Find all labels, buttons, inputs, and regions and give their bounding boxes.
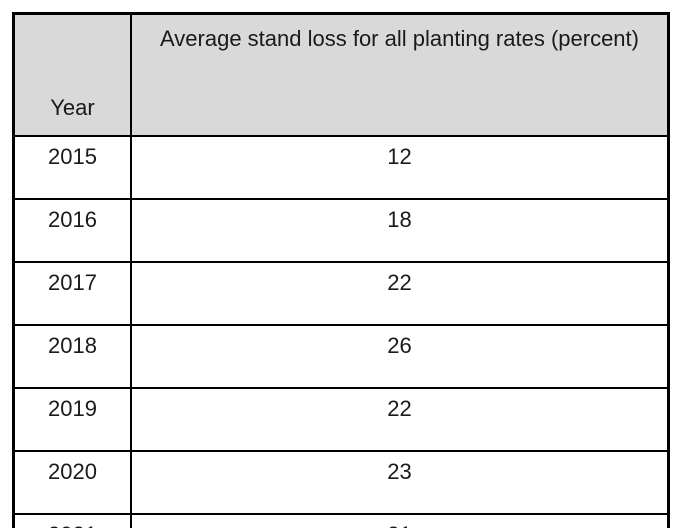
table-row: 202121 [12,513,670,528]
header-row: Year Average stand loss for all planting… [12,12,670,137]
table-row: 2016 18 [12,198,670,263]
year-column-header: Year [12,12,132,137]
year-cell: 2018 [12,324,132,389]
stand-loss-cell: 12 [130,135,670,200]
table-row: 2020 23 [12,450,670,515]
stand-loss-cell: 22 [130,261,670,326]
stand-loss-table: Year Average stand loss for all planting… [12,12,670,528]
table-row: 2015 12 [12,135,670,200]
stand-loss-cell: 21 [130,513,670,528]
stand-loss-cell: 23 [130,450,670,515]
stand-loss-cell: 26 [130,324,670,389]
year-cell: 2015 [12,135,132,200]
table-row: 2019 22 [12,387,670,452]
table-row: 2018 26 [12,324,670,389]
year-cell: 2019 [12,387,132,452]
table-header: Year Average stand loss for all planting… [12,12,670,137]
table-body: 2015122016182017222018262019222020232021… [12,135,670,528]
year-cell: 2021 [12,513,132,528]
stand-loss-cell: 22 [130,387,670,452]
year-cell: 2016 [12,198,132,263]
year-cell: 2020 [12,450,132,515]
stand-loss-column-header: Average stand loss for all planting rate… [130,12,670,137]
table-row: 2017 22 [12,261,670,326]
year-cell: 2017 [12,261,132,326]
stand-loss-cell: 18 [130,198,670,263]
